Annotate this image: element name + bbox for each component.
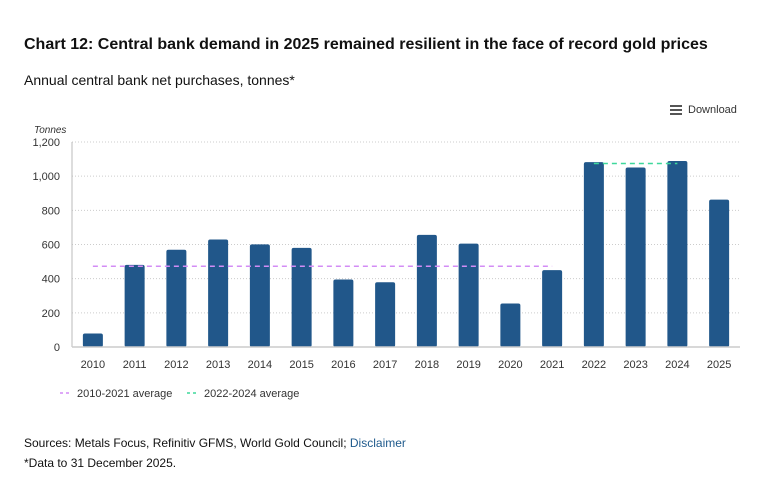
disclaimer-link[interactable]: Disclaimer	[349, 436, 406, 450]
bar-2017	[375, 282, 396, 347]
y-tick-label: 400	[42, 274, 60, 286]
x-tick-label: 2013	[206, 359, 230, 371]
y-tick-label: 200	[42, 308, 60, 320]
x-tick-label: 2018	[415, 359, 439, 371]
bar-2011	[124, 264, 145, 347]
bar-2021	[542, 270, 563, 347]
menu-icon	[670, 105, 682, 115]
y-axis-label: Tonnes	[34, 125, 66, 136]
x-tick-label: 2014	[248, 359, 272, 371]
bar-2020	[500, 303, 521, 347]
x-tick-label: 2022	[582, 359, 606, 371]
bar-2012	[166, 249, 187, 347]
x-tick-label: 2023	[623, 359, 647, 371]
bar-2024	[667, 160, 688, 347]
bar-2014	[249, 244, 270, 347]
download-label: Download	[688, 104, 737, 116]
x-tick-label: 2020	[498, 359, 522, 371]
y-tick-label: 800	[42, 205, 60, 217]
x-tick-label: 2010	[81, 359, 105, 371]
x-tick-label: 2016	[331, 359, 355, 371]
footnote: *Data to 31 December 2025.	[24, 456, 177, 470]
legend-label: 2010-2021 average	[77, 388, 172, 400]
chart-title: Chart 12: Central bank demand in 2025 re…	[24, 36, 708, 53]
x-tick-label: 2024	[665, 359, 689, 371]
sources: Sources: Metals Focus, Refinitiv GFMS, W…	[24, 436, 406, 450]
x-tick-label: 2015	[289, 359, 313, 371]
bar-2023	[625, 167, 646, 347]
bar-2010	[82, 333, 103, 347]
y-tick-label: 1,000	[32, 171, 60, 183]
x-tick-label: 2017	[373, 359, 397, 371]
y-tick-label: 1,200	[32, 137, 60, 149]
bar-2018	[416, 234, 437, 347]
x-tick-label: 2011	[123, 359, 147, 371]
bar-2013	[208, 239, 229, 347]
bar-2025	[709, 199, 730, 347]
x-tick-label: 2019	[456, 359, 480, 371]
y-tick-label: 600	[42, 240, 60, 252]
bar-2016	[333, 279, 354, 347]
x-tick-label: 2012	[164, 359, 188, 371]
bar-2022	[583, 162, 604, 347]
chart-subtitle: Annual central bank net purchases, tonne…	[24, 72, 295, 88]
download-button[interactable]: Download	[670, 104, 737, 116]
x-tick-label: 2025	[707, 359, 731, 371]
legend-label: 2022-2024 average	[204, 388, 299, 400]
x-tick-label: 2021	[540, 359, 564, 371]
sources-text: Sources: Metals Focus, Refinitiv GFMS, W…	[24, 436, 350, 450]
bar-2015	[291, 247, 312, 347]
bar-2019	[458, 243, 479, 347]
y-tick-label: 0	[54, 342, 60, 354]
